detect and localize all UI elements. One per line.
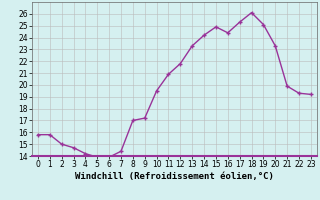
- X-axis label: Windchill (Refroidissement éolien,°C): Windchill (Refroidissement éolien,°C): [75, 172, 274, 181]
